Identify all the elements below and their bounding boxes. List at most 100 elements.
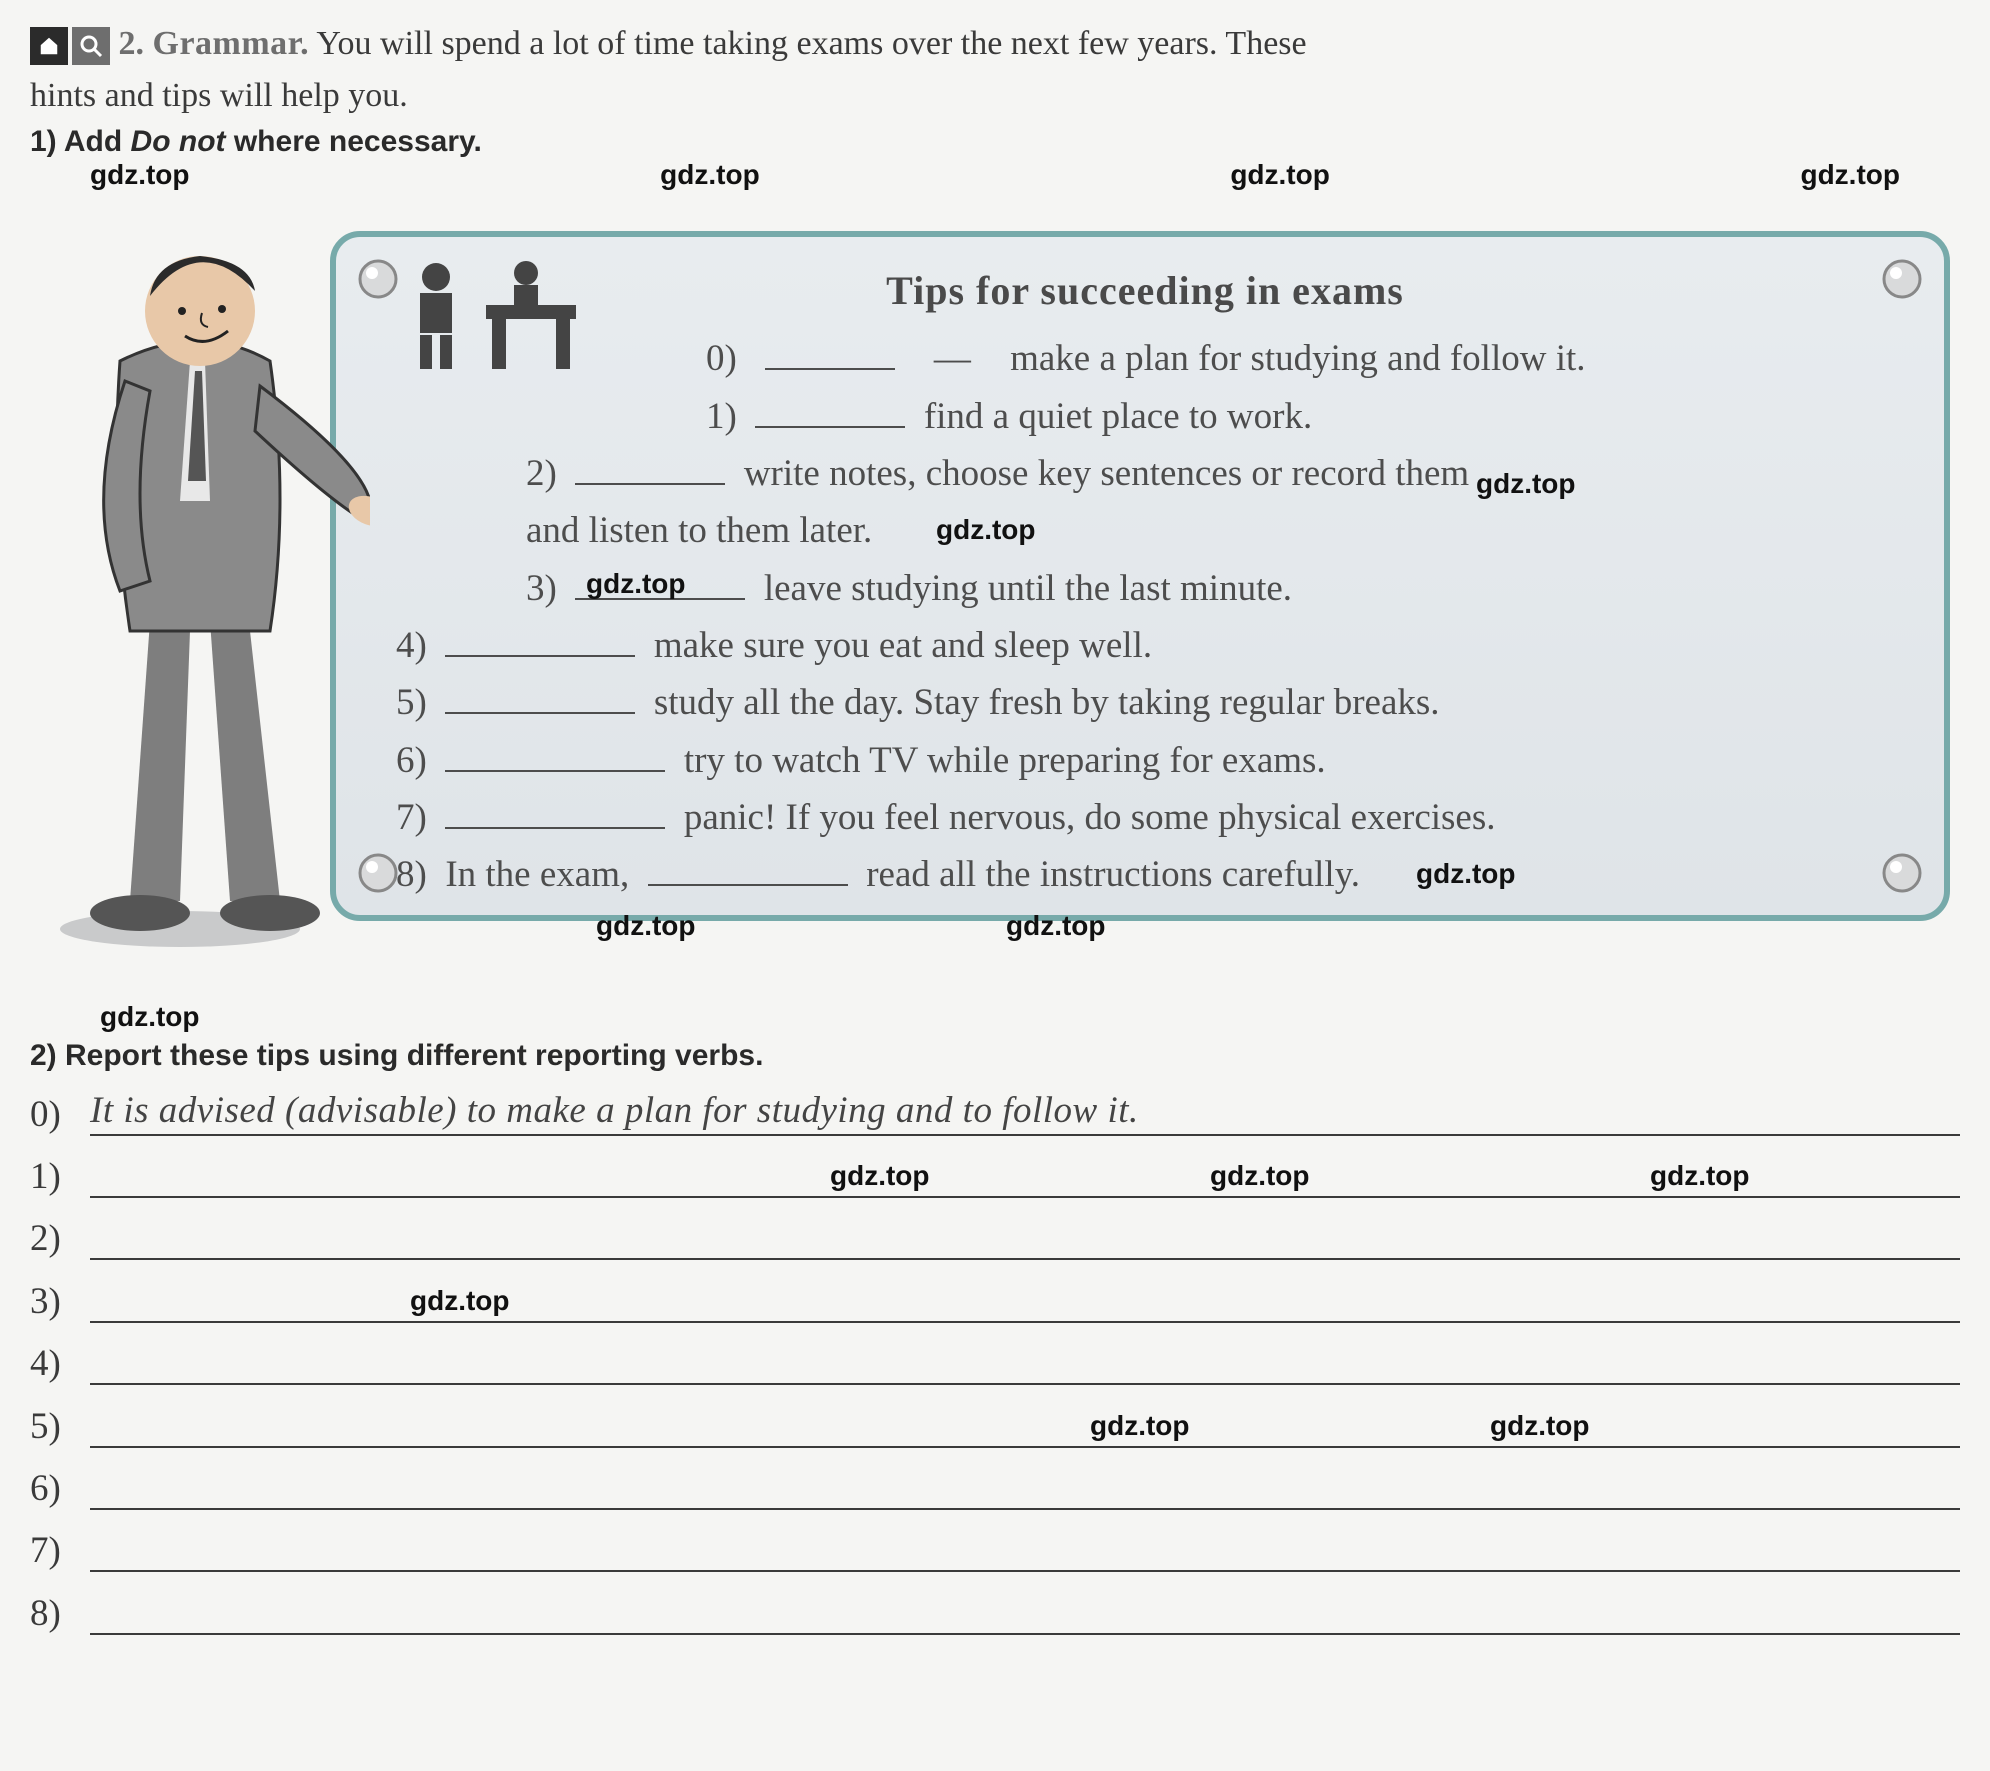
answer-row: 1) gdz.top gdz.top gdz.top <box>30 1154 1960 1198</box>
tip-row: 3) leave studying until the last minute.… <box>396 560 1894 617</box>
answer-row: 6) <box>30 1466 1960 1510</box>
answer-row: 4) <box>30 1341 1960 1385</box>
watermark: gdz.top <box>936 508 1036 551</box>
tip-num: 3) <box>526 568 557 609</box>
row-num: 0) <box>30 1093 90 1136</box>
fill-blank[interactable] <box>445 735 665 772</box>
tip-num: 4) <box>396 625 427 666</box>
watermark: gdz.top <box>586 562 686 605</box>
tip-row-cont: and listen to them later. gdz.top gdz.to… <box>396 502 1894 559</box>
tip-num: 0) <box>706 338 737 379</box>
part1-label: 1) Add <box>30 125 131 158</box>
row-num: 2) <box>30 1217 90 1260</box>
fill-blank[interactable] <box>445 792 665 829</box>
answer-line[interactable] <box>90 1528 1960 1572</box>
tip-row: 2) write notes, choose key sentences or … <box>396 445 1894 502</box>
watermark: gdz.top <box>1090 1410 1190 1442</box>
row-num: 1) <box>30 1155 90 1198</box>
tip-row: 8) In the exam, read all the instruction… <box>396 846 1894 903</box>
answer-line[interactable]: gdz.top gdz.top gdz.top <box>90 1154 1960 1198</box>
tip-row: 4) make sure you eat and sleep well. <box>396 617 1894 674</box>
fill-blank[interactable] <box>648 849 848 886</box>
tip-text: try to watch TV while preparing for exam… <box>684 740 1326 781</box>
magnifier-icon <box>72 27 110 65</box>
example-answer: It is advised (advisable) to make a plan… <box>90 1089 1139 1132</box>
watermark: gdz.top <box>1650 1160 1750 1192</box>
home-icon <box>30 27 68 65</box>
exercise-number: 2. <box>119 25 145 62</box>
tips-title: Tips for succeeding in exams <box>396 267 1894 314</box>
tip-num: 2) <box>526 453 557 494</box>
tip-text: study all the day. Stay fresh by taking … <box>654 682 1440 723</box>
exercise-header: 2. Grammar. You will spend a lot of time… <box>30 20 1960 68</box>
answer-line[interactable]: gdz.top gdz.top <box>90 1403 1960 1447</box>
answer-line[interactable] <box>90 1466 1960 1510</box>
watermark: gdz.top <box>1416 852 1516 895</box>
answer-row: 2) <box>30 1216 1960 1260</box>
watermark: gdz.top <box>100 1001 200 1032</box>
fill-blank[interactable] <box>445 677 635 714</box>
answer-line[interactable] <box>90 1341 1960 1385</box>
watermark: gdz.top <box>1006 904 1106 947</box>
tips-frame: Tips for succeeding in exams 0) — make a… <box>30 201 1960 961</box>
tip-text: panic! If you feel nervous, do some phys… <box>684 797 1496 838</box>
tip-row: 5) study all the day. Stay fresh by taki… <box>396 674 1894 731</box>
part1-tail: where necessary. <box>226 125 482 158</box>
tip-text: and listen to them later. <box>526 510 872 551</box>
tips-box: Tips for succeeding in exams 0) — make a… <box>330 231 1950 921</box>
answer-line[interactable] <box>90 1590 1960 1634</box>
part2: gdz.top 2) Report these tips using diffe… <box>30 1001 1960 1635</box>
intro-text-1: You will spend a lot of time taking exam… <box>316 25 1306 62</box>
row-num: 8) <box>30 1592 90 1635</box>
watermark: gdz.top <box>1800 159 1900 191</box>
row-num: 6) <box>30 1467 90 1510</box>
tip-num: 1) <box>706 396 737 437</box>
answer-line[interactable]: gdz.top <box>90 1278 1960 1322</box>
answer-row: 7) <box>30 1528 1960 1572</box>
row-num: 3) <box>30 1280 90 1323</box>
tip-row: 7) panic! If you feel nervous, do some p… <box>396 789 1894 846</box>
fill-blank[interactable] <box>765 333 895 370</box>
watermark: gdz.top <box>660 159 760 191</box>
answer-row: 3) gdz.top <box>30 1278 1960 1322</box>
watermark: gdz.top <box>1476 462 1576 505</box>
watermark: gdz.top <box>830 1160 930 1192</box>
tip-row: 6) try to watch TV while preparing for e… <box>396 732 1894 789</box>
answer-row: 5) gdz.top gdz.top <box>30 1403 1960 1447</box>
watermark: gdz.top <box>90 159 190 191</box>
tip-text: make a plan for studying and follow it. <box>1010 338 1585 379</box>
tip-pre: In the exam, <box>445 854 629 895</box>
watermark-row-1: gdz.top gdz.top gdz.top gdz.top <box>30 159 1960 191</box>
tip-row: 1) find a quiet place to work. <box>396 388 1894 445</box>
part1-keyword: Do not <box>131 125 226 158</box>
example-row: 0) It is advised (advisable) to make a p… <box>30 1091 1960 1135</box>
part1-instruction: 1) Add Do not where necessary. <box>30 125 1960 159</box>
tip-text: write notes, choose key sentences or rec… <box>744 453 1469 494</box>
tip-num: 5) <box>396 682 427 723</box>
tip-num: 7) <box>396 797 427 838</box>
man-illustration <box>30 201 370 961</box>
watermark: gdz.top <box>596 904 696 947</box>
watermark: gdz.top <box>1230 159 1330 191</box>
tip-num: 8) <box>396 854 427 895</box>
fill-blank[interactable] <box>575 448 725 485</box>
answer-row: 8) <box>30 1590 1960 1634</box>
fill-blank[interactable] <box>445 620 635 657</box>
answer-line[interactable]: It is advised (advisable) to make a plan… <box>90 1091 1960 1135</box>
rivet-icon <box>1880 257 1924 301</box>
fill-blank[interactable] <box>755 391 905 428</box>
row-num: 7) <box>30 1529 90 1572</box>
row-num: 4) <box>30 1342 90 1385</box>
watermark: gdz.top <box>410 1285 510 1317</box>
watermark: gdz.top <box>1490 1410 1590 1442</box>
tip-text: find a quiet place to work. <box>924 396 1312 437</box>
exercise-title: Grammar. <box>153 25 310 62</box>
header-icons <box>30 27 110 65</box>
tip-text: make sure you eat and sleep well. <box>654 625 1152 666</box>
row-num: 5) <box>30 1405 90 1448</box>
tips-list: 0) — make a plan for studying and follow… <box>396 330 1894 943</box>
answer-line[interactable] <box>90 1216 1960 1260</box>
dash-mark: — <box>922 330 982 387</box>
watermark: gdz.top <box>1210 1160 1310 1192</box>
tip-num: 6) <box>396 740 427 781</box>
